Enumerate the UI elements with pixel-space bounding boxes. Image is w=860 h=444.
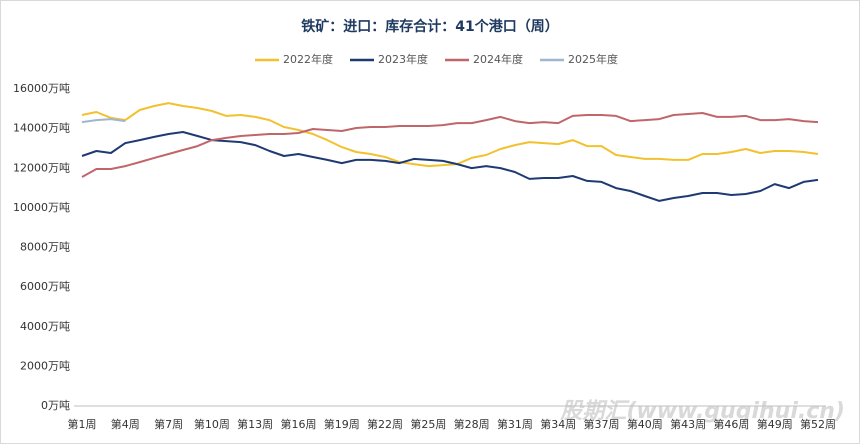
x-tick-label: 第40周 — [627, 417, 663, 431]
x-tick-label: 第22周 — [367, 417, 403, 431]
x-tick-label: 第7周 — [154, 417, 183, 431]
x-tick-label: 第10周 — [194, 417, 230, 431]
x-tick-label: 第31周 — [497, 417, 533, 431]
x-tick-label: 第46周 — [713, 417, 749, 431]
y-tick-label: 14000万吨 — [13, 122, 70, 135]
legend-label: 2025年度 — [568, 52, 618, 66]
x-tick-label: 第43周 — [670, 417, 706, 431]
y-tick-label: 10000万吨 — [13, 201, 70, 214]
series-line — [81, 131, 819, 202]
y-tick-label: 2000万吨 — [20, 359, 70, 372]
series-line — [81, 112, 819, 178]
chart-title: 铁矿：进口：库存合计：41个港口（周） — [301, 18, 558, 35]
y-tick-label: 6000万吨 — [20, 280, 70, 293]
y-tick-label: 12000万吨 — [13, 161, 70, 174]
x-tick-label: 第25周 — [410, 417, 446, 431]
x-tick-label: 第1周 — [68, 417, 97, 431]
x-tick-label: 第13周 — [237, 417, 273, 431]
x-tick-label: 第4周 — [111, 417, 140, 431]
x-tick-label: 第37周 — [584, 417, 620, 431]
x-tick-label: 第28周 — [454, 417, 490, 431]
x-tick-label: 第52周 — [800, 417, 836, 431]
x-tick-label: 第34周 — [540, 417, 576, 431]
series-line — [81, 118, 126, 124]
y-tick-label: 16000万吨 — [13, 82, 70, 95]
x-tick-label: 第16周 — [280, 417, 316, 431]
y-tick-label: 4000万吨 — [20, 320, 70, 333]
watermark: 股期汇(www.guqihui.cn) — [559, 399, 845, 424]
legend-label: 2024年度 — [473, 52, 523, 66]
y-tick-label: 0万吨 — [41, 399, 70, 412]
series-line — [81, 102, 819, 168]
legend-label: 2023年度 — [378, 52, 428, 66]
legend-label: 2022年度 — [283, 52, 333, 66]
x-tick-label: 第49周 — [757, 417, 793, 431]
x-tick-label: 第19周 — [324, 417, 360, 431]
y-tick-label: 8000万吨 — [20, 241, 70, 254]
